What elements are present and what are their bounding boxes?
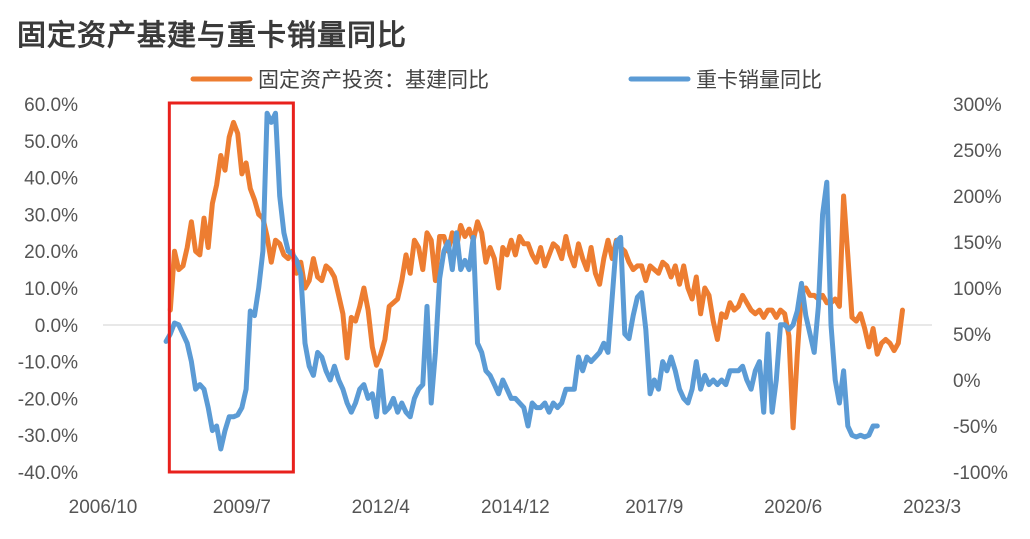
left-tick-label: 0.0% bbox=[35, 316, 78, 337]
series-line-2 bbox=[163, 110, 880, 452]
left-axis-ticks: 60.0% 50.0% 40.0% 30.0% 20.0% 10.0% 0.0% -10.0%… bbox=[18, 95, 78, 484]
right-axis-ticks: 300% 250% 200% 150% 100% 50% 0% -50% -100% bbox=[953, 95, 1008, 484]
left-tick-label: -10.0% bbox=[18, 353, 78, 374]
x-tick-label: 2023/3 bbox=[903, 497, 961, 518]
x-tick-label: 2012/4 bbox=[352, 497, 411, 518]
left-tick-label: 40.0% bbox=[24, 169, 78, 190]
left-tick-label: -30.0% bbox=[18, 426, 78, 447]
left-tick-label: 60.0% bbox=[24, 95, 78, 116]
x-axis-ticks: 2006/10 2009/7 2012/4 2014/12 2017/9 2020/6 20… bbox=[69, 497, 961, 518]
highlight-box-group bbox=[167, 101, 295, 474]
highlight-box bbox=[167, 101, 295, 474]
right-tick-label: -50% bbox=[953, 417, 997, 438]
right-tick-label: 150% bbox=[953, 233, 1002, 254]
right-tick-label: 0% bbox=[953, 371, 981, 392]
left-tick-label: -40.0% bbox=[18, 463, 78, 484]
x-tick-label: 2017/9 bbox=[625, 497, 683, 518]
legend: 固定资产投资：基建同比 重卡销量同比 bbox=[190, 68, 822, 92]
right-tick-label: 200% bbox=[953, 187, 1002, 208]
right-tick-label: 100% bbox=[953, 279, 1002, 300]
right-tick-label: -100% bbox=[953, 463, 1008, 484]
left-tick-label: 20.0% bbox=[24, 242, 78, 263]
series-lines bbox=[163, 110, 905, 452]
left-tick-label: -20.0% bbox=[18, 389, 78, 410]
legend-label-2: 重卡销量同比 bbox=[696, 68, 822, 92]
right-tick-label: 300% bbox=[953, 95, 1002, 116]
left-tick-label: 30.0% bbox=[24, 205, 78, 226]
right-tick-label: 50% bbox=[953, 325, 991, 346]
x-tick-label: 2009/7 bbox=[213, 497, 271, 518]
legend-label-1: 固定资产投资：基建同比 bbox=[258, 68, 489, 92]
x-tick-label: 2014/12 bbox=[481, 497, 550, 518]
x-tick-label: 2020/6 bbox=[764, 497, 822, 518]
right-tick-label: 250% bbox=[953, 141, 1002, 162]
x-tick-label: 2006/10 bbox=[69, 497, 138, 518]
left-tick-label: 10.0% bbox=[24, 279, 78, 300]
chart-title: 固定资产基建与重卡销量同比 bbox=[17, 18, 408, 52]
left-tick-label: 50.0% bbox=[24, 132, 78, 153]
